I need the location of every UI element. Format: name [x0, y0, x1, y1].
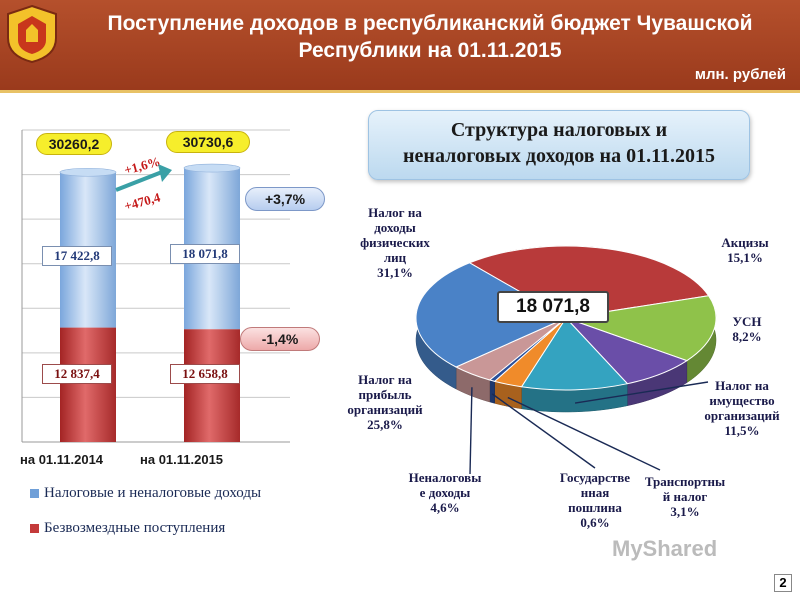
- bar-value-tax-2014: 17 422,8: [42, 246, 112, 266]
- pie-slice-label: Налог на прибыль организаций 25,8%: [330, 372, 440, 432]
- pie-slice-label: Налог на доходы физических лиц 31,1%: [340, 205, 450, 280]
- pie-slice-label-line: 4,6%: [430, 500, 460, 515]
- pie-slice: [415, 262, 568, 368]
- pie-slice-label: Государстве нная пошлина 0,6%: [555, 470, 635, 530]
- pie-slice-side: [489, 379, 495, 404]
- pie-slice-label-line: Акцизы: [721, 235, 769, 250]
- legend-swatch-red: [30, 524, 39, 534]
- pie-slice-label-line: организаций: [704, 408, 780, 423]
- tax-change-pill: +3,7%: [245, 187, 325, 211]
- bar-value-grant-2015: 12 658,8: [170, 364, 240, 384]
- pie-slice-label: Транспортны й налог 3,1%: [640, 474, 730, 519]
- pie-slice-label-line: 31,1%: [377, 265, 413, 280]
- pie-slice-label: УСН 8,2%: [712, 314, 782, 344]
- pie-slice-label-line: доходы: [374, 220, 416, 235]
- pie-slice-label-line: е доходы: [419, 485, 471, 500]
- pie-title-box: [368, 110, 750, 180]
- pie-slice-label-line: УСН: [732, 314, 762, 329]
- pie-slice-label-line: й налог: [662, 489, 708, 504]
- pie-leader-line: [491, 393, 596, 469]
- bar-value-tax-2015: 18 071,8: [170, 244, 240, 264]
- legend-swatch-blue: [30, 489, 39, 499]
- pie-slice: [565, 295, 717, 362]
- pie-slice-label-line: Транспортны: [644, 474, 726, 489]
- pie-leader-line: [574, 381, 709, 404]
- page-title: Поступление доходов в республиканский бю…: [70, 10, 790, 64]
- pie-slice-label-line: нная: [580, 485, 610, 500]
- pie-slice-label-line: прибыль: [358, 387, 412, 402]
- pie-slice-label: Налог на имущество организаций 11,5%: [690, 378, 794, 438]
- bar-total-2015: 30730,6: [166, 131, 250, 153]
- legend-item-grant: Безвозмездные поступления: [30, 520, 225, 537]
- pie-leader-line: [469, 387, 473, 475]
- grant-change-pill: -1,4%: [240, 327, 320, 351]
- pie-slice-label-line: Неналоговы: [408, 470, 482, 485]
- page-number: 2: [774, 574, 792, 592]
- chuvashia-emblem-icon: [7, 4, 57, 64]
- legend-label-grant: Безвозмездные поступления: [44, 520, 226, 536]
- page-title-line1: Поступление доходов в республиканский бю…: [107, 12, 753, 35]
- x-tick-2014: на 01.11.2014: [20, 452, 104, 467]
- pie-title: Структура налоговых и неналоговых доходо…: [368, 117, 750, 169]
- bar-segment-grant: [60, 327, 116, 442]
- pie-slice-label: Акцизы 15,1%: [705, 235, 785, 265]
- bar-top-cap: [59, 167, 117, 177]
- pie-slice-label-line: 3,1%: [670, 504, 700, 519]
- pie-title-line2: неналоговых доходов на 01.11.2015: [403, 145, 715, 167]
- pie-slice-label-line: 25,8%: [367, 417, 403, 432]
- bar-total-2014: 30260,2: [36, 133, 112, 155]
- pie-tops: [415, 245, 717, 391]
- pie-slice-label-line: Налог на: [368, 205, 422, 220]
- pie-title-line1: Структура налоговых и: [450, 119, 668, 141]
- legend-label-tax: Налоговые и неналоговые доходы: [44, 485, 262, 501]
- pie-slice: [468, 245, 710, 319]
- pie-slice-label-line: Государстве: [559, 470, 631, 485]
- pie-total-value: 18 071,8: [497, 291, 609, 323]
- pie-slice-label-line: 8,2%: [732, 329, 762, 344]
- x-tick-2015: на 01.11.2015: [140, 452, 224, 467]
- pie-slice-label-line: Налог на: [715, 378, 769, 393]
- pie-slice-label-line: 11,5%: [724, 423, 760, 438]
- pie-slice-label-line: Налог на: [358, 372, 412, 387]
- bar-top-cap: [183, 163, 241, 173]
- units-label: млн. рублей: [694, 66, 786, 83]
- pie-slice-label-line: физических: [360, 235, 430, 250]
- watermark: MyShared: [612, 536, 718, 561]
- pie-slice: [520, 317, 629, 391]
- page-title-line2: Республики на 01.11.2015: [298, 39, 562, 62]
- bar-segment-grant: [184, 329, 240, 442]
- legend-item-tax: Налоговые и неналоговые доходы: [30, 485, 261, 502]
- growth-arrow-icon: [115, 164, 172, 192]
- pie-leader-line: [507, 396, 661, 471]
- pie-slice-label-line: пошлина: [568, 500, 622, 515]
- pie-slice-label-line: организаций: [347, 402, 423, 417]
- header-divider: [0, 90, 800, 93]
- pie-slice-label-line: имущество: [709, 393, 775, 408]
- pie-slice-label-line: лиц: [383, 250, 407, 265]
- pie-slice-label-line: 15,1%: [727, 250, 763, 265]
- pie-slice-label-line: 0,6%: [580, 515, 610, 530]
- bar-value-grant-2014: 12 837,4: [42, 364, 112, 384]
- pie-slice-label: Неналоговы е доходы 4,6%: [400, 470, 490, 515]
- header-banner: Поступление доходов в республиканский бю…: [0, 0, 800, 90]
